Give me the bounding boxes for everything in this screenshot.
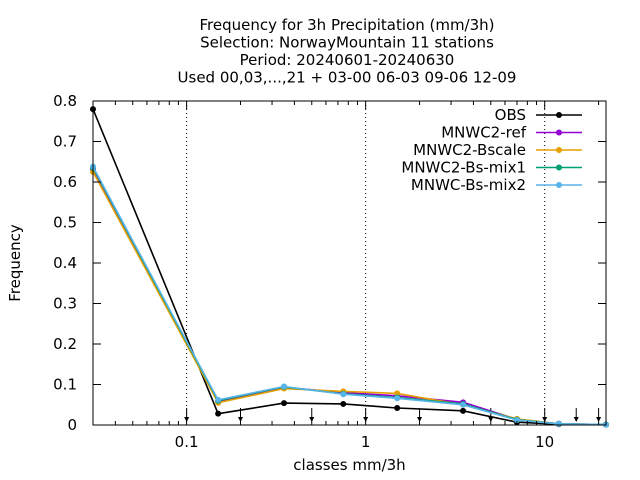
y-tick-label: 0.3 [53,295,77,313]
x-tick-label: 10 [535,433,554,451]
y-tick-label: 0.8 [53,92,77,110]
data-point [340,391,347,398]
data-point [513,417,520,424]
x-axis-label: classes mm/3h [293,456,405,474]
data-point [460,407,467,414]
data-point [281,400,288,407]
class-limit-arrowhead [596,417,602,422]
legend-marker [556,112,562,118]
data-point [394,404,401,411]
y-tick-label: 0.5 [53,214,77,232]
y-tick-label: 0.1 [53,376,77,394]
title-line: Used 00,03,...,21 + 03-00 06-03 09-06 12… [178,69,517,87]
legend-marker [556,129,562,136]
y-tick-label: 0 [67,416,77,434]
series-line-0 [92,108,607,426]
data-point [215,396,222,403]
data-point [281,383,288,390]
data-point [215,410,222,417]
class-limit-arrowhead [488,417,494,422]
y-tick-label: 0.6 [53,173,77,191]
title-line: Selection: NorwayMountain 11 stations [200,34,494,52]
legend-label: MNWC-Bs-mix2 [411,176,526,194]
class-limit-arrowhead [573,417,579,422]
x-axis-ticks: 0.1 1 10 [92,101,600,451]
legend-label: MNWC2-Bs-mix1 [401,159,526,177]
legend-label: MNWC2-Bscale [413,141,526,159]
class-limit-arrowhead [238,417,244,422]
legend-marker [556,182,562,188]
data-point [460,401,467,408]
y-tick-label: 0.2 [53,335,77,353]
title-line: Period: 20240601-20240630 [240,51,455,69]
class-limit-arrows [184,408,602,422]
title-line: Frequency for 3h Precipitation (mm/3h) [199,16,494,34]
series-lines [90,106,609,428]
y-axis-ticks: 0 0.1 0.2 0.3 0.4 0.5 0.6 0.7 0.8 [53,92,606,434]
y-tick-label: 0.7 [53,133,77,151]
legend-label: MNWC2-ref [441,124,526,142]
class-limit-arrowhead [309,417,315,422]
legend-label: OBS [495,106,526,124]
y-tick-label: 0.4 [53,254,77,272]
x-tick-label: 1 [361,433,371,451]
chart-title: Frequency for 3h Precipitation (mm/3h)Se… [178,16,517,87]
plot-frame [92,100,607,426]
legend-marker [556,164,562,171]
class-limit-arrowhead [417,417,423,422]
legend-marker [556,147,562,153]
data-point [555,420,562,427]
data-point [394,395,401,402]
y-axis-label: Frequency [6,224,24,302]
data-point [340,400,347,407]
legend: OBSMNWC2-refMNWC2-BscaleMNWC2-Bs-mix1MNW… [401,106,582,194]
x-tick-label: 0.1 [175,433,199,451]
